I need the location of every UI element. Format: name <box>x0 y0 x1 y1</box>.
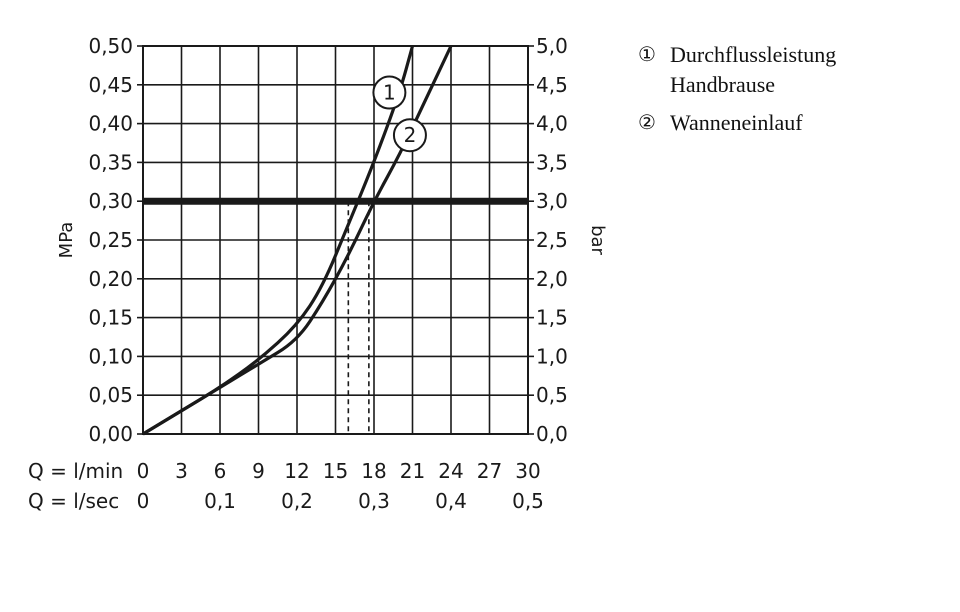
x-axis-lmin-tick-label: 18 <box>361 459 386 483</box>
right-tick-label: 2,5 <box>536 228 568 252</box>
right-tick-label: 4,0 <box>536 112 568 136</box>
legend-item-1: ① Durchflussleistung Handbrause <box>638 40 836 100</box>
legend-marker-2: ② <box>638 112 656 134</box>
x-axis-lmin-tick-label: 0 <box>137 459 150 483</box>
x-axis-lsec-title: Q = l/sec <box>28 489 119 513</box>
x-axis-lmin-tick-label: 27 <box>477 459 502 483</box>
x-axis-lsec-tick-label: 0,3 <box>358 489 390 513</box>
left-tick-label: 0,30 <box>88 189 133 213</box>
x-axis-lsec-tick-label: 0 <box>137 489 150 513</box>
left-tick-label: 0,05 <box>88 383 133 407</box>
legend-label-1: Durchflussleistung Handbrause <box>670 40 836 100</box>
series-1-marker-label: 1 <box>383 81 396 105</box>
x-axis-lsec-tick-label: 0,2 <box>281 489 313 513</box>
legend: ① Durchflussleistung Handbrause ② Wannen… <box>638 40 836 146</box>
x-axis-lmin-tick-label: 12 <box>284 459 309 483</box>
x-axis-lmin-tick-label: 6 <box>214 459 227 483</box>
x-axis-lmin-tick-label: 30 <box>515 459 540 483</box>
legend-label-2-line1: Wanneneinlauf <box>670 110 803 135</box>
right-tick-label: 5,0 <box>536 34 568 58</box>
right-tick-label: 1,0 <box>536 344 568 368</box>
legend-item-2: ② Wanneneinlauf <box>638 108 836 138</box>
x-axis-lmin-tick-label: 9 <box>252 459 265 483</box>
left-tick-label: 0,10 <box>88 344 133 368</box>
x-axis-lmin-tick-label: 21 <box>400 459 425 483</box>
right-tick-label: 3,0 <box>536 189 568 213</box>
series-1-marker <box>372 75 407 110</box>
left-tick-label: 0,45 <box>88 73 133 97</box>
legend-label-1-line1: Durchflussleistung <box>670 42 837 67</box>
left-tick-label: 0,00 <box>88 422 133 446</box>
series-2-marker <box>392 118 427 153</box>
left-tick-label: 0,20 <box>88 267 133 291</box>
series-2-line <box>142 45 453 436</box>
x-axis-lmin-title: Q = l/min <box>28 459 123 483</box>
x-axis-lsec-tick-label: 0,5 <box>512 489 544 513</box>
x-axis-lmin-tick-label: 24 <box>438 459 463 483</box>
right-tick-label: 4,5 <box>536 73 568 97</box>
right-tick-label: 0,5 <box>536 383 568 407</box>
left-tick-label: 0,40 <box>88 112 133 136</box>
right-tick-label: 3,5 <box>536 150 568 174</box>
right-axis-title: bar <box>587 225 608 255</box>
x-axis-lsec-tick-label: 0,1 <box>204 489 236 513</box>
x-axis-lmin-tick-label: 15 <box>323 459 348 483</box>
legend-label-2: Wanneneinlauf <box>670 108 803 138</box>
left-tick-label: 0,15 <box>88 306 133 330</box>
series-2-marker-label: 2 <box>404 123 417 147</box>
left-tick-label: 0,35 <box>88 150 133 174</box>
left-tick-label: 0,50 <box>88 34 133 58</box>
legend-marker-1: ① <box>638 44 656 66</box>
right-tick-label: 1,5 <box>536 306 568 330</box>
legend-label-1-line2: Handbrause <box>670 72 776 97</box>
left-tick-label: 0,25 <box>88 228 133 252</box>
right-tick-label: 2,0 <box>536 267 568 291</box>
left-axis-title: MPa <box>56 222 77 259</box>
x-axis-lmin-tick-label: 3 <box>175 459 188 483</box>
x-axis-lsec-tick-label: 0,4 <box>435 489 467 513</box>
right-tick-label: 0,0 <box>536 422 568 446</box>
